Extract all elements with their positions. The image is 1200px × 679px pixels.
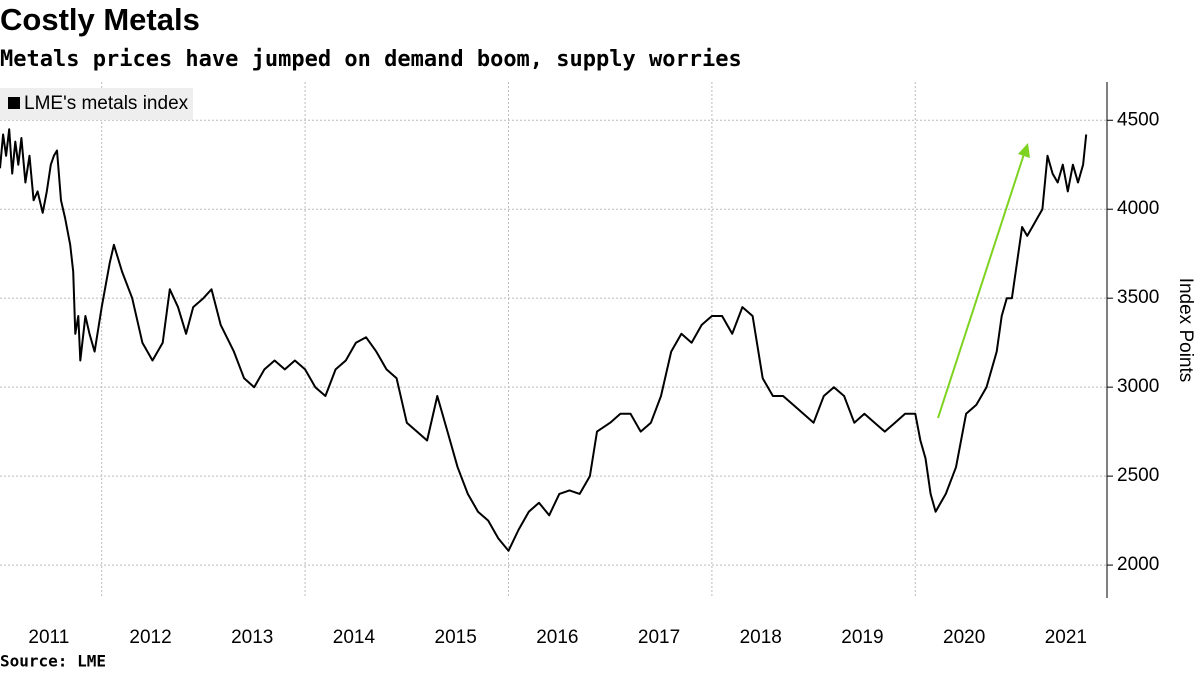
grid	[0, 82, 1107, 598]
y-tick-label: 4000	[1117, 198, 1159, 219]
y-tick-label: 2500	[1117, 465, 1159, 486]
legend-label: LME's metals index	[24, 93, 189, 114]
y-tick-label: 4500	[1117, 109, 1159, 130]
chart-title: Costly Metals	[0, 2, 200, 37]
trend-arrow	[937, 153, 1025, 419]
x-tick-label: 2020	[943, 627, 985, 648]
source: Source: LME	[0, 652, 106, 671]
x-tick-label: 2011	[28, 627, 69, 648]
y-tick-label: 3000	[1117, 376, 1159, 397]
x-tick-label: 2017	[638, 627, 680, 648]
x-tick-label: 2013	[231, 627, 273, 648]
series-line	[0, 128, 1088, 552]
trend-arrow-head	[1018, 143, 1030, 158]
y-axis-label: Index Points	[1175, 278, 1196, 383]
legend-box	[0, 88, 193, 120]
legend-swatch	[8, 97, 20, 109]
legend: LME's metals index	[0, 88, 193, 120]
y-tick-label: 3500	[1117, 287, 1159, 308]
x-tick-label: 2019	[841, 627, 883, 648]
x-tick-label: 2016	[536, 627, 578, 648]
x-tick-label: 2018	[740, 627, 782, 648]
x-tick-label: 2014	[333, 627, 376, 648]
plot	[0, 128, 1088, 552]
x-tick-label: 2012	[129, 627, 171, 648]
y-tick-label: 2000	[1117, 554, 1159, 575]
x-tick-label: 2015	[435, 627, 477, 648]
chart-subtitle: Metals prices have jumped on demand boom…	[0, 47, 742, 72]
x-tick-label: 2021	[1045, 627, 1087, 648]
